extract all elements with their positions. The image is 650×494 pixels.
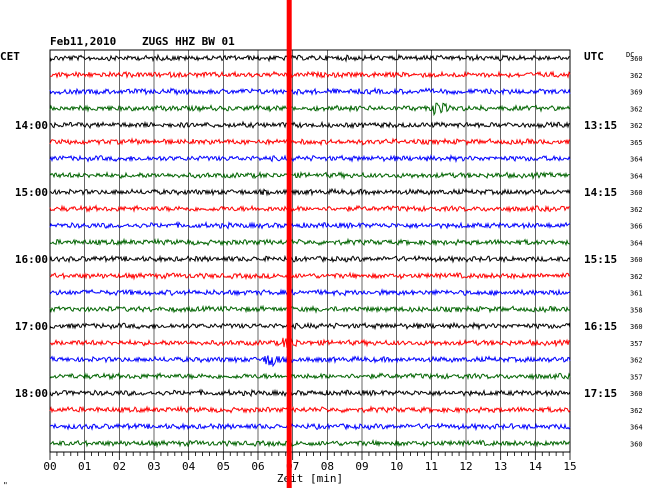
seismic-trace [49, 304, 571, 314]
dc-value: 357 [630, 373, 643, 381]
seismic-trace [49, 355, 571, 368]
dc-value: 360 [630, 323, 643, 331]
dc-value: 360 [630, 256, 643, 264]
seismic-trace [49, 153, 571, 164]
x-tick-label: 00 [43, 460, 56, 473]
label-group: 14:00 15:00 16:00 17:00 18:00 13:15 14:15 15:15… [15, 55, 643, 448]
dc-value: 364 [630, 172, 643, 180]
seismic-trace [49, 334, 571, 349]
seismic-trace [49, 170, 571, 180]
seismic-trace [49, 220, 571, 230]
dc-value: 364 [630, 424, 643, 432]
seismic-trace [49, 422, 571, 432]
seismic-trace [49, 388, 571, 398]
right-hour-label: 17:15 [584, 387, 617, 400]
dc-value: 364 [630, 239, 643, 247]
x-tick-label: 12 [459, 460, 472, 473]
x-tick-label: 15 [563, 460, 576, 473]
x-tick-label: 10 [390, 460, 403, 473]
right-hour-label: 16:15 [584, 320, 617, 333]
x-tick-label: 03 [147, 460, 160, 473]
seismic-trace [49, 70, 571, 80]
right-hour-label: 14:15 [584, 186, 617, 199]
dc-value: 364 [630, 156, 643, 164]
trace-group [49, 53, 571, 449]
x-tick-label: 14 [529, 460, 543, 473]
x-tick-label: 08 [321, 460, 334, 473]
corner-mark: " [3, 481, 8, 490]
seismic-trace [49, 438, 571, 449]
x-tick-label: 05 [217, 460, 230, 473]
dc-value: 358 [630, 306, 643, 314]
seismic-trace [49, 120, 571, 130]
dc-value: 365 [630, 139, 643, 147]
left-hour-label: 17:00 [15, 320, 48, 333]
dc-value: 360 [630, 189, 643, 197]
x-axis: 00 01 02 03 04 05 06 07 08 09 10 11 12 13 14 15 [43, 452, 577, 473]
dc-value: 360 [630, 440, 643, 448]
x-tick-label: 02 [113, 460, 126, 473]
dc-value: 362 [630, 206, 643, 214]
dc-value: 360 [630, 55, 643, 63]
right-hour-label: 13:15 [584, 119, 617, 132]
seismic-trace [49, 237, 571, 247]
seismic-trace [49, 187, 571, 197]
x-tick-label: 06 [251, 460, 264, 473]
dc-value: 360 [630, 390, 643, 398]
seismic-trace [49, 53, 571, 63]
dc-value: 362 [630, 273, 643, 281]
seismic-trace [49, 137, 571, 147]
dc-header-label: DC [626, 51, 634, 59]
dc-value: 357 [630, 340, 643, 348]
seismic-trace [49, 102, 571, 117]
x-tick-label: 13 [494, 460, 507, 473]
right-hour-label: 15:15 [584, 253, 617, 266]
dc-value: 362 [630, 357, 643, 365]
x-tick-label: 01 [78, 460, 91, 473]
seismic-trace [49, 371, 571, 381]
dc-value: 361 [630, 290, 643, 298]
date-label: Feb11,2010 [50, 35, 116, 48]
seismic-trace [49, 254, 571, 264]
x-axis-title: Zeit [min] [277, 472, 343, 485]
left-zone-label: CET [0, 50, 20, 63]
left-hour-label: 16:00 [15, 253, 48, 266]
grid [49, 49, 571, 453]
seismic-trace [49, 204, 571, 214]
left-hour-label: 14:00 [15, 119, 48, 132]
plot-frame [49, 49, 571, 453]
dc-value: 366 [630, 223, 643, 231]
right-zone-label: UTC [584, 50, 604, 63]
dc-value: 362 [630, 407, 643, 415]
dc-value: 369 [630, 89, 643, 97]
station-label: ZUGS HHZ BW 01 [142, 35, 235, 48]
dc-value: 362 [630, 122, 643, 130]
x-tick-label: 11 [425, 460, 438, 473]
left-hour-label: 15:00 [15, 186, 48, 199]
seismic-trace [49, 405, 571, 415]
seismic-trace [49, 86, 571, 96]
dc-value: 362 [630, 72, 643, 80]
left-hour-label: 18:00 [15, 387, 48, 400]
dc-value: 362 [630, 105, 643, 113]
x-tick-label: 09 [355, 460, 368, 473]
x-tick-label: 04 [182, 460, 196, 473]
seismic-trace [49, 321, 571, 331]
seismic-trace [49, 288, 571, 297]
seismic-trace [49, 271, 571, 281]
